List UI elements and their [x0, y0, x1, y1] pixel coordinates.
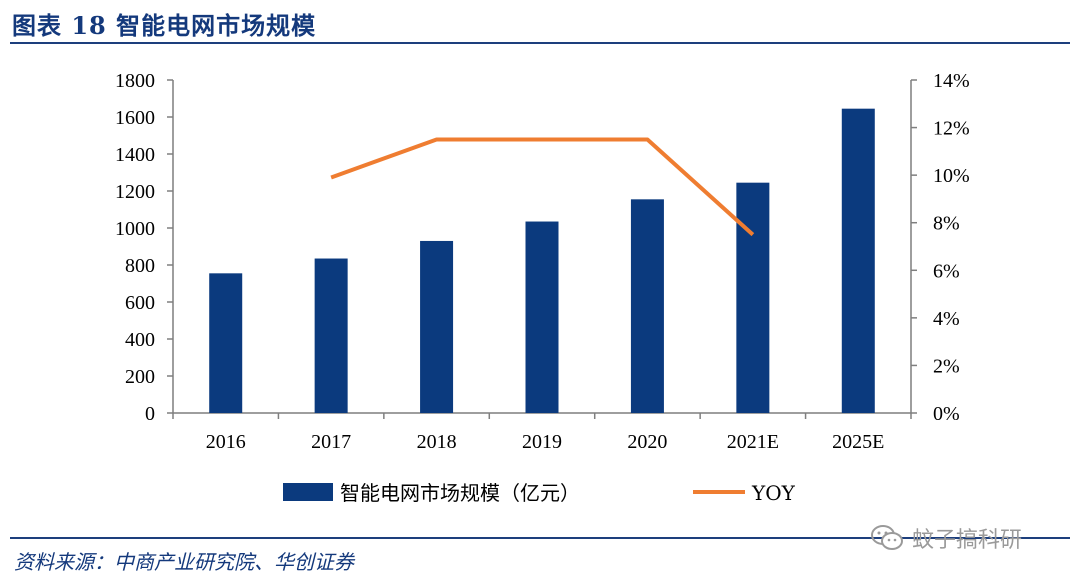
- x-tick-label: 2021E: [727, 431, 779, 453]
- right-tick-label: 2%: [933, 355, 960, 377]
- left-tick-label: 0: [145, 403, 155, 425]
- left-tick-label: 1200: [115, 181, 155, 203]
- left-tick-label: 1600: [115, 107, 155, 129]
- watermark: 蚊子搞科研: [870, 518, 1070, 558]
- right-tick-label: 10%: [933, 165, 970, 187]
- right-tick-label: 6%: [933, 260, 960, 282]
- left-tick-label: 800: [125, 255, 155, 277]
- wechat-icon: [871, 525, 903, 550]
- bar: [209, 273, 243, 413]
- legend: 智能电网市场规模（亿元） YOY: [283, 481, 796, 505]
- x-tick-label: 2018: [417, 431, 457, 453]
- source-note: 资料来源：中商产业研究院、华创证券: [14, 550, 354, 574]
- x-tick-label: 2017: [311, 431, 351, 453]
- tick-labels: 0 200 400 600 800 1000 1200 1400 1600 1800 0% 2% 4% 6…: [115, 70, 970, 453]
- left-tick-label: 600: [125, 292, 155, 314]
- right-tick-label: 14%: [933, 70, 970, 92]
- left-tick-label: 1000: [115, 218, 155, 240]
- left-tick-label: 200: [125, 366, 155, 388]
- legend-bar-label: 智能电网市场规模（亿元）: [340, 481, 580, 505]
- legend-line-label: YOY: [751, 481, 796, 505]
- bar: [841, 108, 875, 414]
- yoy-line: [330, 137, 755, 237]
- bar: [420, 240, 454, 413]
- legend-bar-swatch: [283, 483, 333, 501]
- bar: [736, 182, 770, 413]
- bar-series: [209, 108, 875, 414]
- right-tick-label: 12%: [933, 118, 970, 140]
- figure-title: 图表 18 智能电网市场规模: [12, 11, 317, 40]
- x-tick-label: 2020: [627, 431, 667, 453]
- right-tick-label: 8%: [933, 213, 960, 235]
- x-tick-label: 2025E: [832, 431, 884, 453]
- bar: [525, 221, 559, 413]
- left-tick-label: 1800: [115, 70, 155, 92]
- bottom-divider: [10, 537, 1070, 539]
- right-tick-label: 0%: [933, 403, 960, 425]
- top-divider: [10, 42, 1070, 44]
- bar: [314, 258, 348, 413]
- left-tick-label: 1400: [115, 144, 155, 166]
- left-tick-label: 400: [125, 329, 155, 351]
- x-tick-label: 2019: [522, 431, 562, 453]
- right-tick-label: 4%: [933, 308, 960, 330]
- bar: [630, 199, 664, 413]
- x-tick-label: 2016: [206, 431, 246, 453]
- yoy-line-series: [330, 137, 755, 237]
- watermark-text: 蚊子搞科研: [912, 528, 1023, 553]
